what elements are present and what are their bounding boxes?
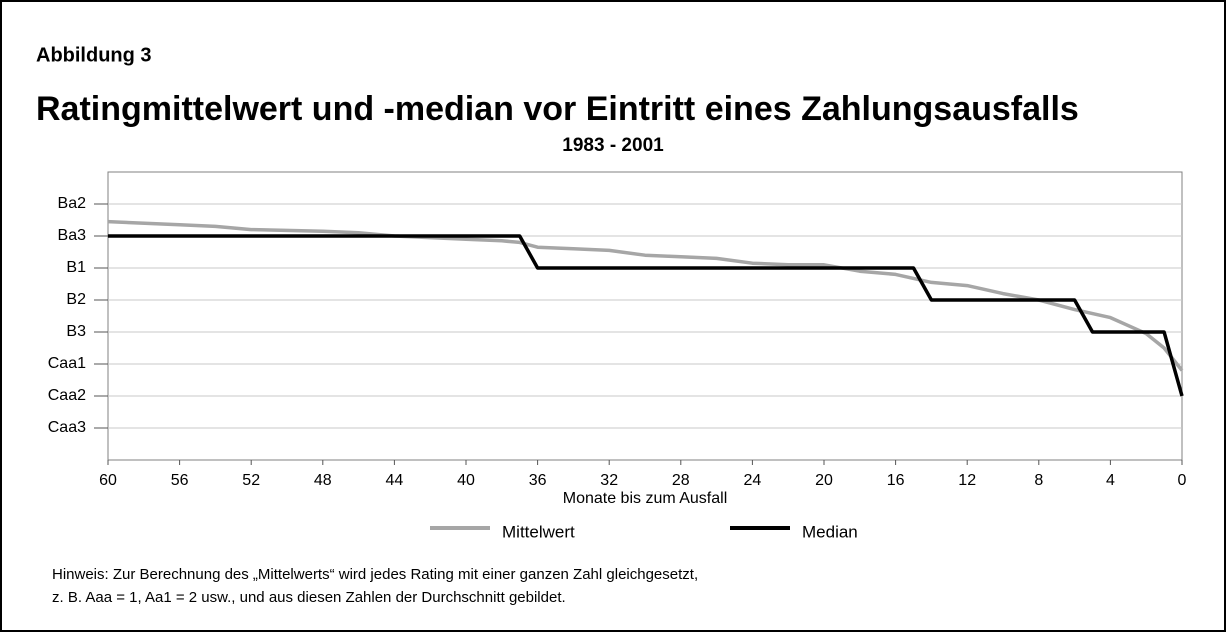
y-tick-label: Caa1 bbox=[48, 355, 86, 372]
x-tick-label: 60 bbox=[99, 472, 117, 489]
plot-area bbox=[107, 171, 1183, 461]
y-tick-label: B2 bbox=[66, 291, 86, 308]
x-tick-label: 20 bbox=[815, 472, 833, 489]
legend-label: Median bbox=[802, 522, 858, 541]
x-axis-label: Monate bis zum Ausfall bbox=[563, 490, 728, 507]
x-tick-label: 44 bbox=[386, 472, 404, 489]
chart-title: Ratingmittelwert und -median vor Eintrit… bbox=[36, 90, 1079, 128]
legend-label: Mittelwert bbox=[502, 522, 575, 541]
y-tick-label: Caa3 bbox=[48, 419, 86, 436]
x-tick-label: 40 bbox=[457, 472, 475, 489]
note: z. B. Aaa = 1, Aa1 = 2 usw., und aus die… bbox=[52, 589, 566, 606]
x-tick-label: 52 bbox=[242, 472, 260, 489]
y-tick-label: Ba3 bbox=[58, 227, 87, 244]
y-tick-label: Caa2 bbox=[48, 387, 86, 404]
x-tick-label: 28 bbox=[672, 472, 690, 489]
line bbox=[108, 234, 1184, 397]
x-tick-label: 4 bbox=[1106, 472, 1115, 489]
x-tick-label: 12 bbox=[958, 472, 976, 489]
x-tick-label: 24 bbox=[744, 472, 762, 489]
note: Hinweis: Zur Berechnung des „Mittelwerts… bbox=[52, 566, 698, 583]
y-tick-label: Ba2 bbox=[58, 195, 87, 212]
chart-subtitle: 1983 - 2001 bbox=[562, 135, 664, 156]
y-tick-label: B1 bbox=[66, 259, 86, 276]
x-tick-label: 8 bbox=[1034, 472, 1043, 489]
x-tick-label: 48 bbox=[314, 472, 332, 489]
x-tick-label: 36 bbox=[529, 472, 547, 489]
x-tick-label: 0 bbox=[1178, 472, 1187, 489]
figure-label: Abbildung 3 bbox=[36, 44, 152, 66]
y-tick-label: B3 bbox=[66, 323, 86, 340]
x-tick-label: 56 bbox=[171, 472, 189, 489]
x-tick-label: 32 bbox=[600, 472, 618, 489]
x-tick-label: 16 bbox=[887, 472, 905, 489]
